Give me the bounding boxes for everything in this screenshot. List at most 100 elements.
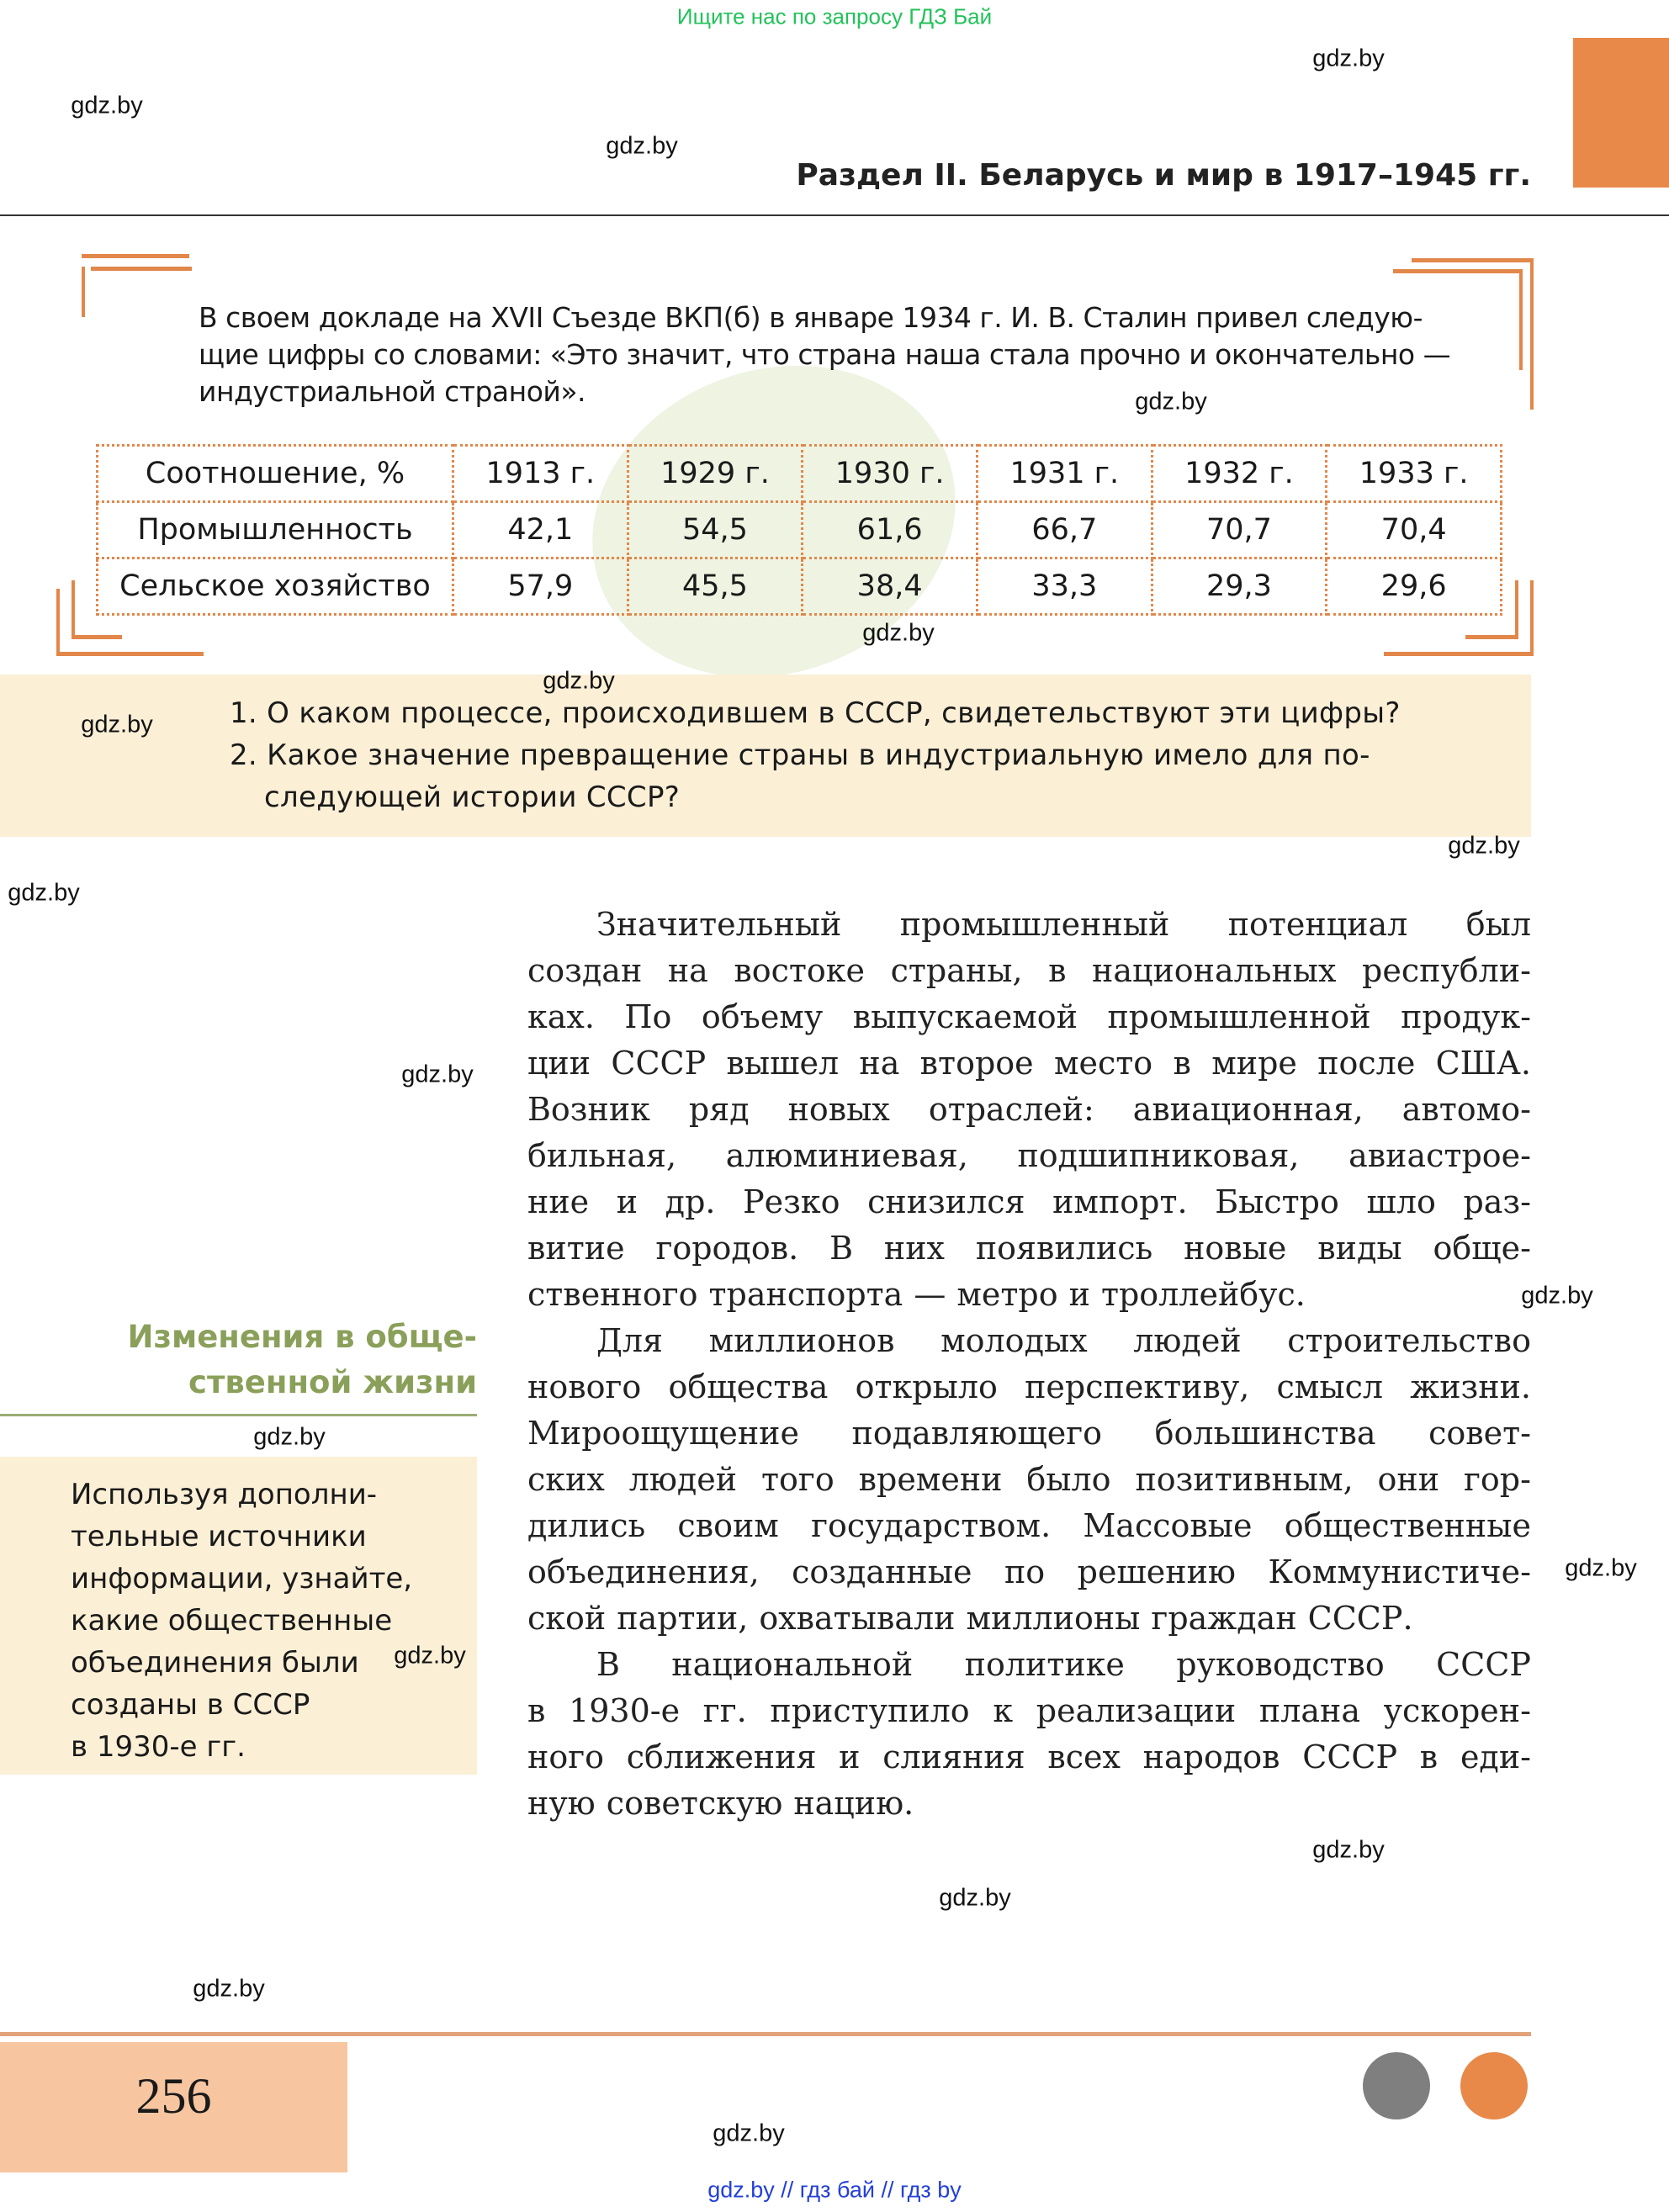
gray-dot-icon — [1363, 2052, 1430, 2119]
corner-bracket — [1465, 580, 1518, 639]
questions-box: 1. О каком процессе, происходившем в ССС… — [0, 675, 1531, 837]
watermark: gdz.by — [253, 1423, 326, 1451]
header-cell: 1930 г. — [801, 444, 978, 503]
watermark: gdz.by — [401, 1061, 474, 1088]
quote-line: В своем докладе на XVII Съезде ВКП(б) в … — [199, 301, 1423, 334]
watermark: gdz.by — [193, 1975, 265, 2003]
quote-line: щие цифры со словами: «Это значит, что с… — [199, 338, 1451, 371]
row-label: Промышленность — [96, 500, 454, 559]
text-line: ного сближения и слияния всех народов СССР в еди… — [527, 1738, 1531, 1775]
side-heading: Изменения в обще- ственной жизни — [128, 1315, 478, 1405]
corner-bracket — [91, 267, 192, 275]
task-line: созданы в СССР — [71, 1688, 310, 1722]
task-line: тельные источники — [71, 1520, 367, 1553]
watermark: gdz.by — [713, 2119, 785, 2147]
watermark: gdz.by — [8, 879, 80, 907]
text-line: Значительный промышленный потенциал был — [596, 906, 1531, 943]
watermark: gdz.by — [862, 619, 935, 647]
text-line: объединения, созданные по решению Коммунисти… — [527, 1553, 1531, 1590]
row-label: Сельское хозяйство — [96, 557, 454, 616]
side-heading-line: ственной жизни — [188, 1364, 477, 1400]
question: 2. Какое значение превращение страны в и… — [230, 738, 1370, 772]
side-divider — [0, 1414, 477, 1416]
corner-bracket — [1384, 580, 1534, 656]
text-line: бильная, алюминиевая, подшипниковая, авиаст… — [527, 1137, 1531, 1174]
header-cell: 1929 г. — [626, 444, 804, 503]
text-line: Для миллионов молодых людей строительство — [596, 1322, 1531, 1359]
text-line: ции СССР вышел на второе место в мире после США. — [527, 1045, 1531, 1082]
corner-bracket — [82, 267, 90, 317]
header-cell: 1913 г. — [452, 444, 629, 503]
text-line: создан на востоке страны, в национальных респу… — [527, 952, 1531, 989]
task-line: Используя дополни- — [71, 1478, 378, 1511]
header-cell: 1931 г. — [975, 444, 1153, 503]
watermark: gdz.by — [543, 667, 615, 695]
watermark: gdz.by — [606, 132, 678, 160]
text-line: дились своим государством. Массовые обществе… — [527, 1507, 1531, 1544]
watermark: gdz.by — [394, 1642, 466, 1670]
task-box: Используя дополни- тельные источники инф… — [0, 1457, 477, 1775]
watermark: gdz.by — [1312, 45, 1385, 72]
table-cell: 45,5 — [626, 557, 804, 616]
corner-bracket — [1412, 258, 1534, 410]
table-cell: 54,5 — [626, 500, 804, 559]
table-row: Промышленность 42,1 54,5 61,6 66,7 70,7 … — [96, 500, 1502, 559]
quote-text: В своем докладе на XVII Съезде ВКП(б) в … — [199, 299, 1511, 410]
text-line: ках. По объему выпускаемой промышленной проду… — [527, 998, 1531, 1035]
corner-bracket — [82, 254, 189, 321]
statistics-table: Соотношение, % 1913 г. 1929 г. 1930 г. 1… — [96, 444, 1502, 616]
quote-line: индустриальной страной». — [199, 375, 586, 408]
watermark: gdz.by — [939, 1884, 1011, 1912]
text-line: ную советскую нацию. — [527, 1785, 914, 1822]
header-divider — [0, 214, 1669, 216]
main-text: Значительный промышленный потенциал был созд… — [527, 902, 1531, 1827]
page-header-title: Раздел II. Беларусь и мир в 1917–1945 гг… — [796, 158, 1531, 193]
page-number: 256 — [135, 2068, 212, 2124]
table-cell: 38,4 — [801, 557, 978, 616]
page-number-box: 256 — [0, 2042, 347, 2172]
table-row: Сельское хозяйство 57,9 45,5 38,4 33,3 2… — [96, 557, 1502, 616]
watermark: gdz.by — [1448, 832, 1520, 860]
table-cell: 29,6 — [1325, 557, 1502, 616]
header-cell: 1932 г. — [1150, 444, 1328, 503]
table-cell: 33,3 — [975, 557, 1153, 616]
watermark: gdz.by — [1135, 388, 1207, 415]
question: 1. О каком процессе, происходившем в ССС… — [230, 696, 1401, 730]
header-cell: Соотношение, % — [96, 444, 454, 503]
text-line: в 1930-е гг. приступило к реализации плана уско… — [527, 1692, 1531, 1729]
watermark: gdz.by — [1565, 1554, 1637, 1582]
header-cell: 1933 г. — [1325, 444, 1502, 503]
text-line: ственного транспорта — метро и троллейбус. — [527, 1276, 1306, 1313]
orange-dot-icon — [1460, 2052, 1528, 2119]
table-cell: 66,7 — [975, 500, 1153, 559]
table-cell: 29,3 — [1150, 557, 1328, 616]
corner-bracket — [56, 589, 204, 656]
task-line: информации, узнайте, — [71, 1562, 413, 1595]
section-tab — [1573, 38, 1669, 188]
table-cell: 70,4 — [1325, 500, 1502, 559]
table-cell: 61,6 — [801, 500, 978, 559]
task-line: какие общественные — [71, 1604, 393, 1638]
footer-link[interactable]: gdz.by // гдз бай // гдз by — [707, 2177, 962, 2203]
text-line: ской партии, охватывали миллионы граждан СССР… — [527, 1600, 1413, 1637]
table-cell: 70,7 — [1150, 500, 1328, 559]
question: следующей истории СССР? — [264, 781, 681, 814]
watermark: gdz.by — [71, 92, 143, 119]
side-heading-line: Изменения в обще- — [127, 1319, 478, 1355]
corner-bracket — [72, 580, 122, 639]
watermark: gdz.by — [1312, 1836, 1385, 1864]
search-hint: Ищите нас по запросу ГДЗ Бай — [676, 3, 993, 29]
footer-divider — [0, 2032, 1531, 2036]
table-cell: 42,1 — [452, 500, 629, 559]
task-line: объединения были — [71, 1646, 359, 1680]
text-line: Мироощущение подавляющего большинства совет… — [527, 1415, 1531, 1452]
text-line: ние и др. Резко снизился импорт. Быстро шло раз- — [527, 1183, 1531, 1220]
table-header-row: Соотношение, % 1913 г. 1929 г. 1930 г. 1… — [96, 444, 1502, 503]
corner-bracket — [1393, 269, 1523, 370]
watermark: gdz.by — [1521, 1282, 1593, 1310]
task-line: в 1930-е гг. — [71, 1730, 246, 1764]
text-line: Возник ряд новых отраслей: авиационная, автом… — [527, 1091, 1531, 1128]
text-line: ских людей того времени было позитивным, они го… — [527, 1461, 1531, 1498]
